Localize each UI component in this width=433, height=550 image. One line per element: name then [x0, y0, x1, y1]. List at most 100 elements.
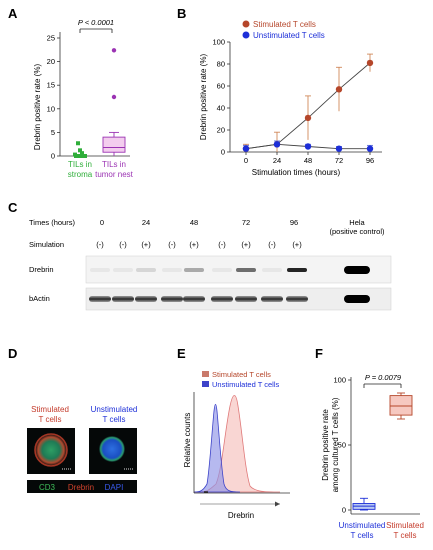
panel-b-y-tick-label-1: 20 — [217, 126, 225, 135]
blot-bactin-band-5 — [211, 296, 233, 302]
panel-a-nest-outlier-1 — [111, 48, 117, 53]
panel-e-drebrin-arrow-head — [275, 501, 280, 507]
blot-simulation-sign-6: (+) — [241, 240, 251, 249]
panel-f-category-stim-line2: T cells — [394, 531, 417, 540]
micro-cell-stimulated-rim — [34, 433, 68, 467]
panel-a-nest-box — [102, 136, 126, 153]
panel-e-legend-unstimulated-swatch — [202, 381, 209, 387]
panel-b-chart: Drebrin positive rate (%) Stimulation ti… — [199, 20, 382, 177]
panel-e-legend-unstimulated: Unstimulated T cells — [212, 380, 280, 389]
panel-b-legend-stimulated: Stimulated T cells — [253, 20, 316, 29]
panel-label-b: B — [177, 6, 186, 21]
blot-drebrin-band-8 — [287, 268, 307, 272]
panel-a-stroma-point-5 — [80, 151, 84, 156]
panel-a-stroma-point-4 — [73, 152, 77, 157]
panel-b-y-tick-label-2: 40 — [217, 104, 225, 113]
blot-simulation-sign-0: (-) — [96, 240, 104, 249]
blot-time-72: 72 — [242, 218, 250, 227]
panel-a-y-tick-label-4: 20 — [47, 57, 55, 66]
panel-b-x-tick-label-2: 48 — [304, 156, 312, 165]
blot-drebrin-band-2 — [136, 268, 156, 272]
panel-b-point-0-4 — [366, 59, 374, 67]
panel-e-y-axis-label: Relative counts — [183, 413, 192, 468]
panel-a-category-stroma-line1: TILs in — [68, 160, 92, 169]
panel-f-category-stim-line1: Stimulated — [386, 521, 424, 530]
panel-b-point-1-1 — [273, 141, 281, 148]
blot-times-label: Times (hours) — [29, 218, 75, 227]
panel-a-category-stroma-line2: stroma — [68, 170, 93, 179]
blot-bactin-band-hela — [344, 295, 370, 303]
blot-bactin-band-3 — [161, 296, 183, 302]
panel-f-category-unstim-line1: Unstimulated — [339, 521, 386, 530]
blot-simulation-sign-7: (-) — [268, 240, 276, 249]
panel-f-y-tick-label-2: 100 — [333, 376, 346, 385]
panel-b-x-tick-label-0: 0 — [244, 156, 248, 165]
blot-time-24: 24 — [142, 218, 150, 227]
panel-e-histogram: Relative counts Drebrin Stimulated T cel… — [183, 370, 290, 520]
panel-label-e: E — [177, 346, 186, 361]
panel-b-point-1-3 — [335, 145, 343, 152]
panel-b-point-1-2 — [304, 143, 312, 150]
panel-b-x-tick-label-4: 96 — [366, 156, 374, 165]
blot-drebrin-band-3 — [162, 268, 182, 272]
panel-b-y-tick-label-4: 80 — [217, 60, 225, 69]
panel-f-category-unstim-line2: T cells — [351, 531, 374, 540]
blot-bactin-band-1 — [112, 296, 134, 302]
blot-bactin-band-4 — [183, 296, 205, 302]
blot-drebrin-band-4 — [184, 268, 204, 272]
panel-a-y-axis-label: Drebrin positive rate (%) — [33, 64, 42, 151]
blot-row-label-drebrin: Drebrin — [29, 265, 54, 274]
micro-channel-legend — [27, 480, 137, 493]
blot-drebrin-band-7 — [262, 268, 282, 272]
panel-e-legend-stimulated: Stimulated T cells — [212, 370, 271, 379]
blot-bactin-band-2 — [135, 296, 157, 302]
blot-hela-label-line1: Hela — [349, 218, 365, 227]
panel-label-f: F — [315, 346, 323, 361]
panel-f-y-axis-label-line1: Drebrin positive rate — [321, 409, 330, 481]
panel-a-nest-outlier-0 — [111, 94, 117, 100]
panel-b-point-0-2 — [304, 114, 312, 122]
panel-b-y-axis-label: Drebrin positive rate (%) — [199, 54, 208, 141]
panel-b-point-0-3 — [335, 86, 343, 93]
micro-unstim-label-line1: Unstimulated — [91, 405, 138, 414]
micro-stim-label-line2: T cells — [39, 415, 62, 424]
micro-legend-cd3: CD3 — [39, 483, 56, 492]
blot-simulation-sign-4: (+) — [189, 240, 199, 249]
panel-b-legend-stimulated-marker — [242, 20, 250, 28]
blot-drebrin-band-5 — [212, 268, 232, 272]
panel-a-category-nest-line2: tumor nest — [95, 170, 134, 179]
panel-a-y-tick-label-0: 0 — [51, 152, 55, 161]
blot-bactin-band-6 — [235, 296, 257, 302]
blot-simulation-sign-2: (+) — [141, 240, 151, 249]
micro-unstim-label-line2: T cells — [103, 415, 126, 424]
blot-time-0: 0 — [100, 218, 104, 227]
panel-a-stroma-point-6 — [78, 148, 82, 153]
panel-a-chart: Drebrin positive rate (%) 0 5 10 15 20 25 P <… — [33, 18, 134, 179]
blot-row-label-bactin: bActin — [29, 294, 50, 303]
blot-drebrin-band-6 — [236, 268, 256, 272]
blot-simulation-sign-8: (+) — [292, 240, 302, 249]
blot-simulation-sign-1: (-) — [119, 240, 127, 249]
micro-stim-label-line1: Stimulated — [31, 405, 69, 414]
panel-b-y-tick-label-5: 100 — [212, 38, 225, 47]
panel-f-p-value: P = 0.0079 — [365, 373, 402, 382]
blot-simulation-sign-3: (-) — [168, 240, 176, 249]
panel-b-y-tick-label-3: 60 — [217, 82, 225, 91]
panel-b-point-1-0 — [242, 145, 250, 152]
micro-legend-drebrin: Drebrin — [68, 483, 94, 492]
panel-a-y-tick-label-2: 10 — [47, 104, 55, 113]
blot-simulation-sign-5: (-) — [218, 240, 226, 249]
blot-time-48: 48 — [190, 218, 198, 227]
panel-a-stroma-point-2 — [77, 154, 81, 158]
panel-e-legend-stimulated-swatch — [202, 371, 209, 377]
panel-a-p-value: P < 0.0001 — [78, 18, 114, 27]
panel-e-x-axis-label: Drebrin — [228, 511, 254, 520]
blot-bactin-band-0 — [89, 296, 111, 302]
panel-f-y-tick-label-1: 50 — [338, 441, 346, 450]
panel-b-x-axis-label: Stimulation times (hours) — [252, 168, 341, 177]
panel-f-chart: Drebrin positive rate among cultured T c… — [321, 373, 424, 540]
blot-simulation-label: Simulation — [29, 240, 64, 249]
panel-a-category-nest-line1: TILs in — [102, 160, 126, 169]
panel-label-c: C — [8, 200, 18, 215]
